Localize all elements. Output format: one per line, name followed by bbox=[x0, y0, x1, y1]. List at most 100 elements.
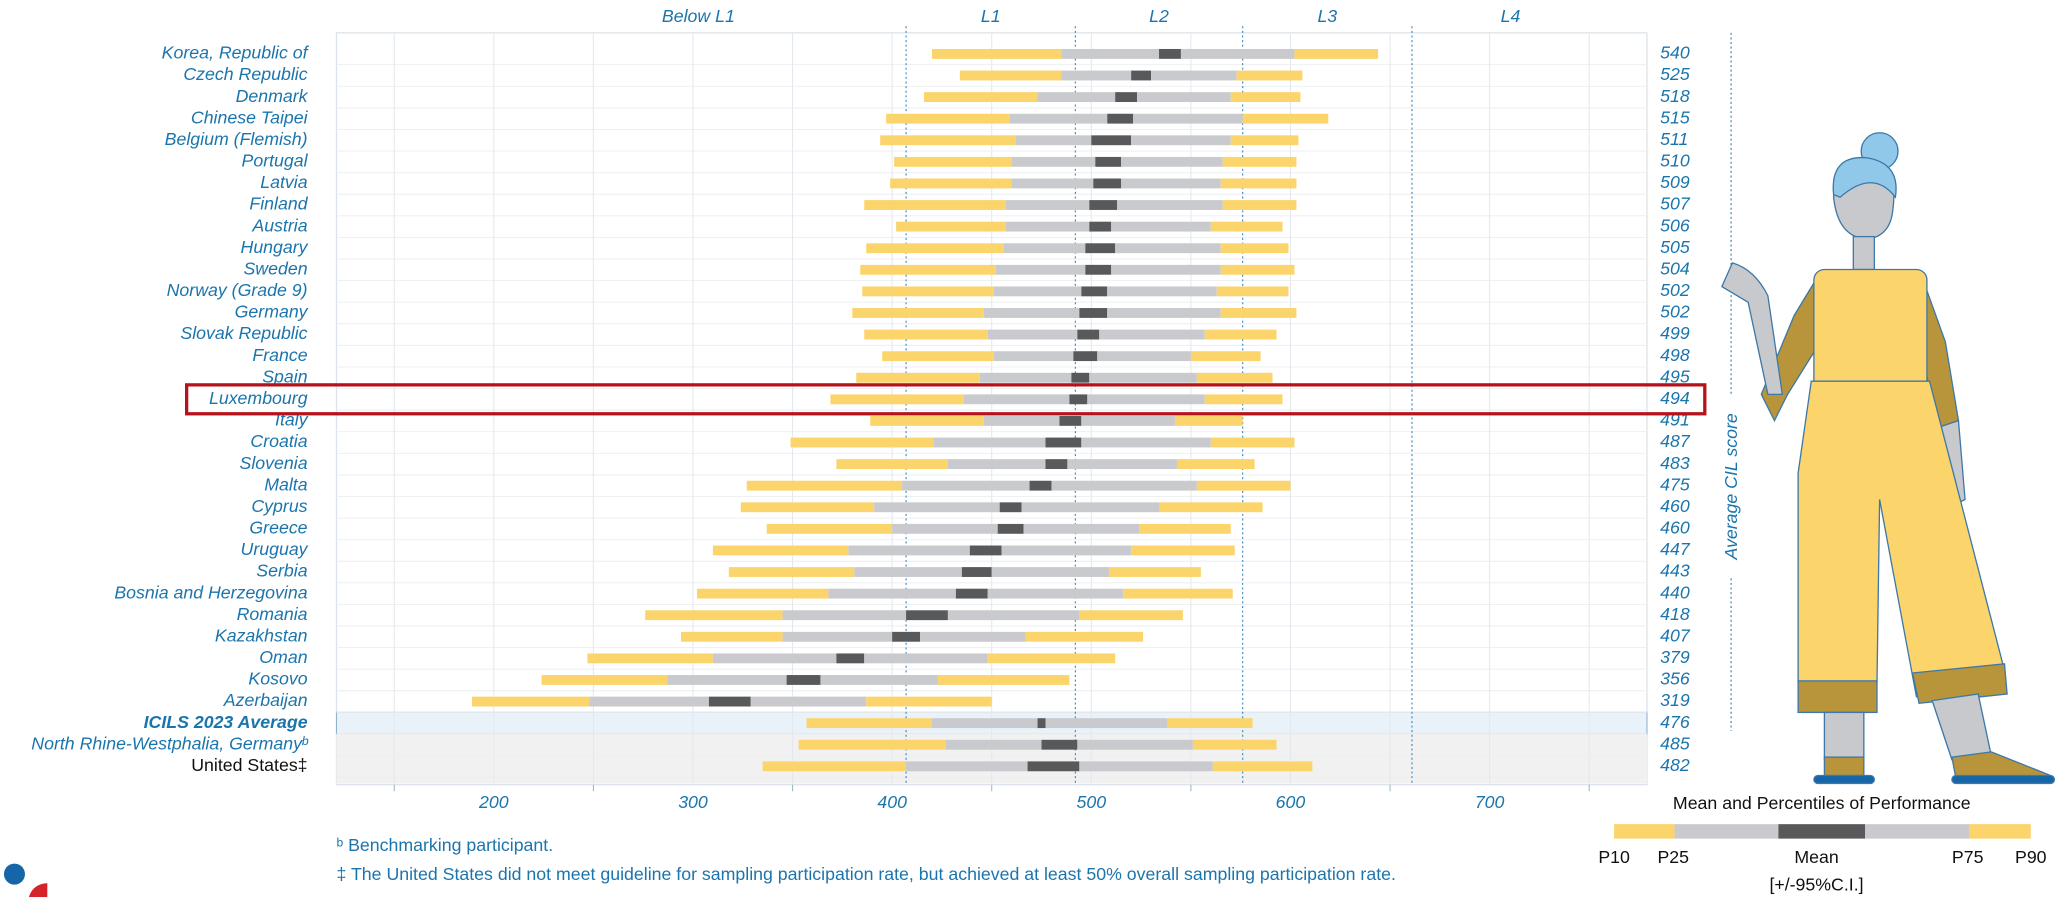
bar-segment bbox=[892, 631, 921, 642]
bar-segment bbox=[920, 631, 1026, 642]
category-label: Kazakhstan bbox=[215, 625, 308, 645]
category-label: Portugal bbox=[242, 151, 309, 171]
bar-segment bbox=[1097, 351, 1191, 362]
bar-segment bbox=[836, 459, 948, 470]
x-tick-label: 300 bbox=[678, 792, 708, 812]
mean-label: 485 bbox=[1660, 733, 1690, 753]
footnote: ᵇ Benchmarking participant. bbox=[336, 835, 553, 855]
bar-segment bbox=[1077, 329, 1100, 340]
bar-segment bbox=[836, 653, 865, 664]
bar-segment bbox=[947, 610, 1080, 621]
mean-label: 440 bbox=[1660, 582, 1690, 602]
mean-label: 506 bbox=[1660, 215, 1690, 235]
bar-segment bbox=[806, 718, 932, 729]
mean-label: 319 bbox=[1660, 690, 1690, 710]
category-label: Croatia bbox=[250, 431, 307, 451]
bar-segment bbox=[1099, 329, 1205, 340]
category-label: Romania bbox=[237, 604, 308, 624]
bar-segment bbox=[1137, 92, 1231, 103]
mean-label: 460 bbox=[1660, 518, 1690, 538]
plot-background: 200 300 400 500 600 700 Below L1 L1 L2 L3 L4 bbox=[335, 6, 1648, 812]
mean-label: 475 bbox=[1660, 474, 1690, 494]
bar-segment bbox=[1176, 459, 1255, 470]
level-label: L4 bbox=[1501, 6, 1521, 26]
leg bbox=[1823, 711, 1865, 761]
bar-segment bbox=[1029, 480, 1052, 491]
legend-title: Mean and Percentiles of Performance bbox=[1673, 793, 1971, 813]
footnote: ‡ The United States did not meet guideli… bbox=[336, 864, 1395, 884]
bar-segment bbox=[997, 523, 1024, 534]
mean-label: 443 bbox=[1660, 561, 1690, 581]
bar-segment bbox=[993, 286, 1082, 297]
level-label: L3 bbox=[1317, 6, 1337, 26]
category-label: North Rhine-Westphalia, Germanyᵇ bbox=[31, 733, 309, 753]
category-label: Malta bbox=[264, 474, 308, 494]
mean-label: 504 bbox=[1660, 258, 1690, 278]
x-tick-label: 400 bbox=[877, 792, 907, 812]
bar-segment bbox=[728, 567, 855, 577]
bar-segment bbox=[471, 696, 590, 707]
bar-segment bbox=[999, 502, 1022, 513]
bar-segment bbox=[1085, 243, 1116, 254]
bar-segment bbox=[750, 696, 867, 707]
bar-segment bbox=[995, 264, 1086, 275]
category-label: Greece bbox=[249, 518, 307, 538]
bar-segment bbox=[1230, 92, 1301, 103]
bar-segment bbox=[1051, 480, 1197, 491]
bar-segment bbox=[1079, 761, 1213, 772]
bar-segment bbox=[848, 545, 970, 556]
bar-segment bbox=[786, 675, 821, 685]
bar-segment bbox=[1071, 372, 1090, 383]
bar-segment bbox=[1011, 178, 1094, 189]
bar-segment bbox=[1174, 415, 1243, 426]
bar-segment bbox=[983, 308, 1080, 318]
bar-segment bbox=[991, 567, 1110, 577]
mean-label: 476 bbox=[1660, 712, 1690, 732]
category-label: Slovenia bbox=[240, 453, 308, 473]
bar-segment bbox=[979, 372, 1072, 383]
bar-segment bbox=[1045, 718, 1167, 729]
bar-segment bbox=[1003, 243, 1086, 254]
category-label: Bosnia and Herzegovina bbox=[114, 582, 307, 602]
level-label: L2 bbox=[1149, 6, 1169, 26]
mean-label: 407 bbox=[1660, 625, 1691, 645]
bar-segment bbox=[1089, 372, 1197, 383]
mean-label: 499 bbox=[1660, 323, 1690, 343]
mean-label: 502 bbox=[1660, 302, 1690, 322]
bar-segment bbox=[1059, 415, 1082, 426]
level-label: Below L1 bbox=[662, 6, 735, 26]
bar-segment bbox=[1005, 200, 1090, 210]
bar-segment bbox=[1037, 92, 1116, 103]
category-label: Sweden bbox=[243, 258, 307, 278]
hand bbox=[1721, 262, 1784, 396]
bar-segment bbox=[856, 372, 980, 383]
bar-segment bbox=[886, 113, 1010, 124]
bar-segment bbox=[890, 178, 1012, 189]
bar-segment bbox=[1081, 437, 1211, 448]
bar-segment bbox=[1037, 718, 1046, 729]
bar-segment bbox=[894, 156, 1012, 167]
bar-segment bbox=[820, 675, 938, 685]
bar-segment bbox=[1045, 459, 1068, 470]
mean-label: 511 bbox=[1660, 129, 1688, 149]
bar-segment bbox=[1021, 502, 1160, 513]
mean-label: 379 bbox=[1660, 647, 1690, 667]
mean-label: 498 bbox=[1660, 345, 1690, 365]
bar-segment bbox=[1294, 48, 1379, 59]
bar-segment bbox=[874, 502, 1000, 513]
mean-label: 483 bbox=[1660, 453, 1690, 473]
category-label: Luxembourg bbox=[209, 388, 308, 408]
bar-segment bbox=[906, 761, 1028, 772]
x-tick-label: 700 bbox=[1475, 792, 1505, 812]
bar-segment bbox=[987, 653, 1116, 664]
bar-segment bbox=[1131, 135, 1231, 146]
bar-segment bbox=[1001, 545, 1132, 556]
bar-segment bbox=[1133, 113, 1243, 124]
bar-segment bbox=[993, 351, 1074, 362]
bar-segment bbox=[1061, 70, 1132, 81]
bar-segment bbox=[1081, 415, 1175, 426]
category-label: Finland bbox=[249, 194, 308, 214]
bar-segment bbox=[1081, 286, 1108, 297]
bar-segment bbox=[1166, 718, 1253, 729]
bar-segment bbox=[945, 739, 1042, 750]
